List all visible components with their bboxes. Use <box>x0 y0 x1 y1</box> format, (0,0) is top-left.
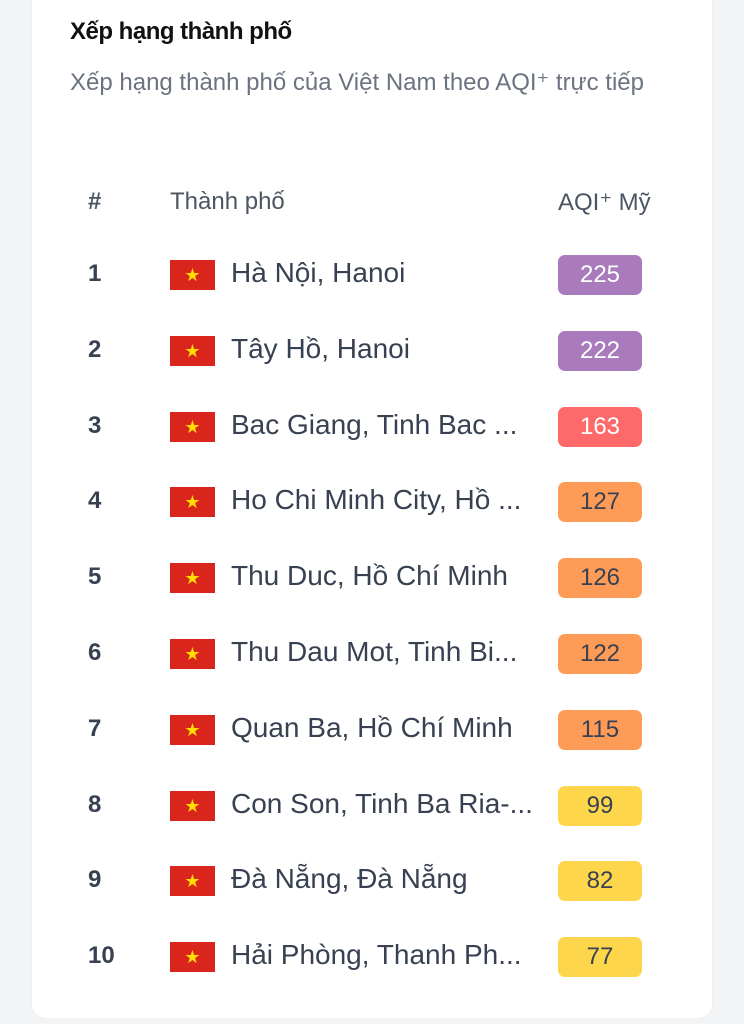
city-name[interactable]: Bac Giang, Tinh Bac ... <box>231 408 518 440</box>
table-row[interactable]: 1 ★ Hà Nội, Hanoi 225 <box>0 245 744 305</box>
table-row[interactable]: 2 ★ Tây Hồ, Hanoi 222 <box>0 321 744 381</box>
vietnam-flag-icon: ★ <box>170 260 215 290</box>
aqi-badge: 127 <box>558 482 642 523</box>
header-rank: # <box>88 188 102 215</box>
city-name[interactable]: Quan Ba, Hồ Chí Minh <box>231 711 513 743</box>
city-name[interactable]: Tây Hồ, Hanoi <box>231 332 410 364</box>
city-name[interactable]: Hải Phòng, Thanh Ph... <box>231 939 522 971</box>
aqi-badge: 115 <box>558 709 642 750</box>
aqi-badge: 163 <box>558 406 642 447</box>
rank-number: 5 <box>88 563 102 591</box>
city-name[interactable]: Ho Chi Minh City, Hồ ... <box>231 484 522 516</box>
rank-number: 3 <box>88 411 102 439</box>
rank-number: 7 <box>88 714 102 742</box>
table-row[interactable]: 7 ★ Quan Ba, Hồ Chí Minh 115 <box>0 700 744 760</box>
table-row[interactable]: 4 ★ Ho Chi Minh City, Hồ ... 127 <box>0 472 744 532</box>
rank-number: 1 <box>88 260 102 287</box>
aqi-badge: 126 <box>558 558 642 599</box>
vietnam-flag-icon: ★ <box>170 714 215 745</box>
card-title: Xếp hạng thành phố <box>70 18 292 45</box>
table-row[interactable]: 6 ★ Thu Dau Mot, Tinh Bi... 122 <box>0 624 744 684</box>
table-row[interactable]: 8 ★ Con Son, Tinh Ba Ria-... 99 <box>0 776 744 836</box>
city-name[interactable]: Thu Dau Mot, Tinh Bi... <box>231 636 518 667</box>
table-row[interactable]: 9 ★ Đà Nẵng, Đà Nẵng 82 <box>0 851 744 911</box>
city-name[interactable]: Hà Nội, Hanoi <box>231 257 406 288</box>
aqi-badge: 82 <box>558 861 642 902</box>
city-name[interactable]: Con Son, Tinh Ba Ria-... <box>231 787 533 819</box>
rank-number: 10 <box>88 942 115 970</box>
vietnam-flag-icon: ★ <box>170 790 215 821</box>
rank-number: 8 <box>88 790 102 818</box>
rank-number: 2 <box>88 335 102 363</box>
vietnam-flag-icon: ★ <box>170 411 215 442</box>
vietnam-flag-icon: ★ <box>170 563 215 594</box>
vietnam-flag-icon: ★ <box>170 487 215 518</box>
table-row[interactable]: 3 ★ Bac Giang, Tinh Bac ... 163 <box>0 397 744 457</box>
vietnam-flag-icon: ★ <box>170 335 215 366</box>
city-name[interactable]: Thu Duc, Hồ Chí Minh <box>231 560 508 592</box>
vietnam-flag-icon: ★ <box>170 942 215 973</box>
aqi-badge: 77 <box>558 937 642 978</box>
header-city: Thành phố <box>170 188 285 215</box>
rank-number: 9 <box>88 866 102 894</box>
header-aqi: AQI⁺ Mỹ <box>558 189 651 216</box>
aqi-badge: 122 <box>558 634 642 674</box>
city-name[interactable]: Đà Nẵng, Đà Nẵng <box>231 863 468 895</box>
vietnam-flag-icon: ★ <box>170 639 215 669</box>
rank-number: 4 <box>88 487 102 515</box>
table-row[interactable]: 10 ★ Hải Phòng, Thanh Ph... 77 <box>0 927 744 987</box>
card-subtitle: Xếp hạng thành phố của Việt Nam theo AQI… <box>70 69 644 96</box>
rank-number: 6 <box>88 639 102 666</box>
aqi-badge: 99 <box>558 785 642 826</box>
vietnam-flag-icon: ★ <box>170 866 215 897</box>
table-row[interactable]: 5 ★ Thu Duc, Hồ Chí Minh 126 <box>0 548 744 608</box>
aqi-badge: 225 <box>558 255 642 295</box>
aqi-badge: 222 <box>558 330 642 371</box>
